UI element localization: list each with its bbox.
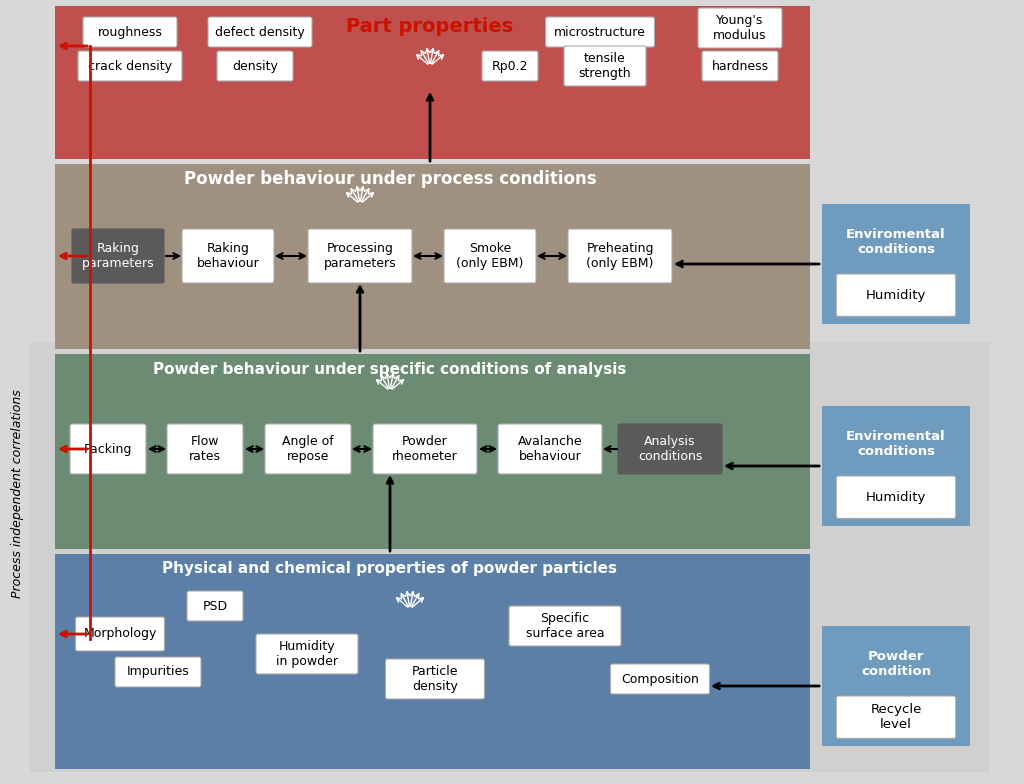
FancyBboxPatch shape (385, 659, 484, 699)
Text: Raking
parameters: Raking parameters (82, 242, 155, 270)
FancyBboxPatch shape (182, 229, 274, 283)
FancyBboxPatch shape (208, 17, 312, 47)
FancyBboxPatch shape (55, 164, 810, 349)
Text: Powder behaviour under specific conditions of analysis: Powder behaviour under specific conditio… (154, 361, 627, 376)
Text: roughness: roughness (97, 26, 163, 38)
FancyBboxPatch shape (78, 51, 182, 81)
Text: Processing
parameters: Processing parameters (324, 242, 396, 270)
FancyBboxPatch shape (256, 634, 358, 674)
FancyBboxPatch shape (55, 554, 810, 769)
Text: Raking
behaviour: Raking behaviour (197, 242, 259, 270)
Text: density: density (232, 60, 278, 72)
Text: Avalanche
behaviour: Avalanche behaviour (518, 435, 583, 463)
Text: Flow
rates: Flow rates (189, 435, 221, 463)
FancyBboxPatch shape (55, 6, 810, 159)
FancyBboxPatch shape (72, 229, 164, 283)
FancyBboxPatch shape (217, 51, 293, 81)
FancyBboxPatch shape (83, 17, 177, 47)
Text: Powder behaviour under process conditions: Powder behaviour under process condition… (183, 170, 596, 188)
Text: Packing: Packing (84, 442, 132, 456)
FancyBboxPatch shape (822, 204, 970, 324)
Text: Powder
rheometer: Powder rheometer (392, 435, 458, 463)
FancyBboxPatch shape (568, 229, 672, 283)
FancyBboxPatch shape (115, 657, 201, 687)
Text: Process independent correlations: Process independent correlations (11, 390, 25, 598)
Text: Specific
surface area: Specific surface area (525, 612, 604, 640)
Text: Analysis
conditions: Analysis conditions (638, 435, 702, 463)
Text: Smoke
(only EBM): Smoke (only EBM) (457, 242, 523, 270)
FancyBboxPatch shape (618, 424, 722, 474)
Text: Particle
density: Particle density (412, 665, 459, 693)
Text: Composition: Composition (622, 673, 699, 685)
FancyBboxPatch shape (822, 406, 970, 526)
Text: Rp0.2: Rp0.2 (492, 60, 528, 72)
FancyBboxPatch shape (564, 46, 646, 86)
Text: Morphology: Morphology (83, 627, 157, 641)
Text: Humidity
in powder: Humidity in powder (276, 640, 338, 668)
FancyBboxPatch shape (444, 229, 536, 283)
Text: Humidity: Humidity (866, 491, 926, 503)
FancyBboxPatch shape (187, 591, 243, 621)
Text: Recycle
level: Recycle level (870, 703, 922, 731)
Text: Preheating
(only EBM): Preheating (only EBM) (587, 242, 653, 270)
Text: Young's
modulus: Young's modulus (714, 14, 767, 42)
Text: Humidity: Humidity (866, 289, 926, 302)
FancyBboxPatch shape (822, 626, 970, 746)
Text: tensile
strength: tensile strength (579, 52, 632, 80)
FancyBboxPatch shape (167, 424, 243, 474)
Text: Physical and chemical properties of powder particles: Physical and chemical properties of powd… (163, 561, 617, 576)
Text: microstructure: microstructure (554, 26, 646, 38)
Text: Angle of
repose: Angle of repose (283, 435, 334, 463)
FancyBboxPatch shape (546, 17, 654, 47)
FancyBboxPatch shape (265, 424, 351, 474)
FancyBboxPatch shape (482, 51, 538, 81)
FancyBboxPatch shape (55, 354, 810, 549)
FancyBboxPatch shape (308, 229, 412, 283)
FancyBboxPatch shape (837, 274, 955, 317)
FancyBboxPatch shape (373, 424, 477, 474)
FancyBboxPatch shape (76, 617, 165, 651)
Text: Powder
condition: Powder condition (861, 651, 931, 678)
FancyBboxPatch shape (698, 8, 782, 48)
FancyBboxPatch shape (70, 424, 146, 474)
FancyBboxPatch shape (837, 476, 955, 518)
FancyBboxPatch shape (498, 424, 602, 474)
Text: Enviromental
conditions: Enviromental conditions (846, 228, 946, 256)
Text: PSD: PSD (203, 600, 227, 612)
Text: Part properties: Part properties (346, 16, 514, 35)
Text: Impurities: Impurities (127, 666, 189, 678)
Text: hardness: hardness (712, 60, 769, 72)
Text: Enviromental
conditions: Enviromental conditions (846, 430, 946, 459)
FancyBboxPatch shape (509, 606, 621, 646)
FancyBboxPatch shape (702, 51, 778, 81)
FancyBboxPatch shape (30, 342, 990, 772)
Text: crack density: crack density (88, 60, 172, 72)
FancyBboxPatch shape (837, 696, 955, 739)
FancyBboxPatch shape (610, 664, 710, 694)
Text: defect density: defect density (215, 26, 305, 38)
